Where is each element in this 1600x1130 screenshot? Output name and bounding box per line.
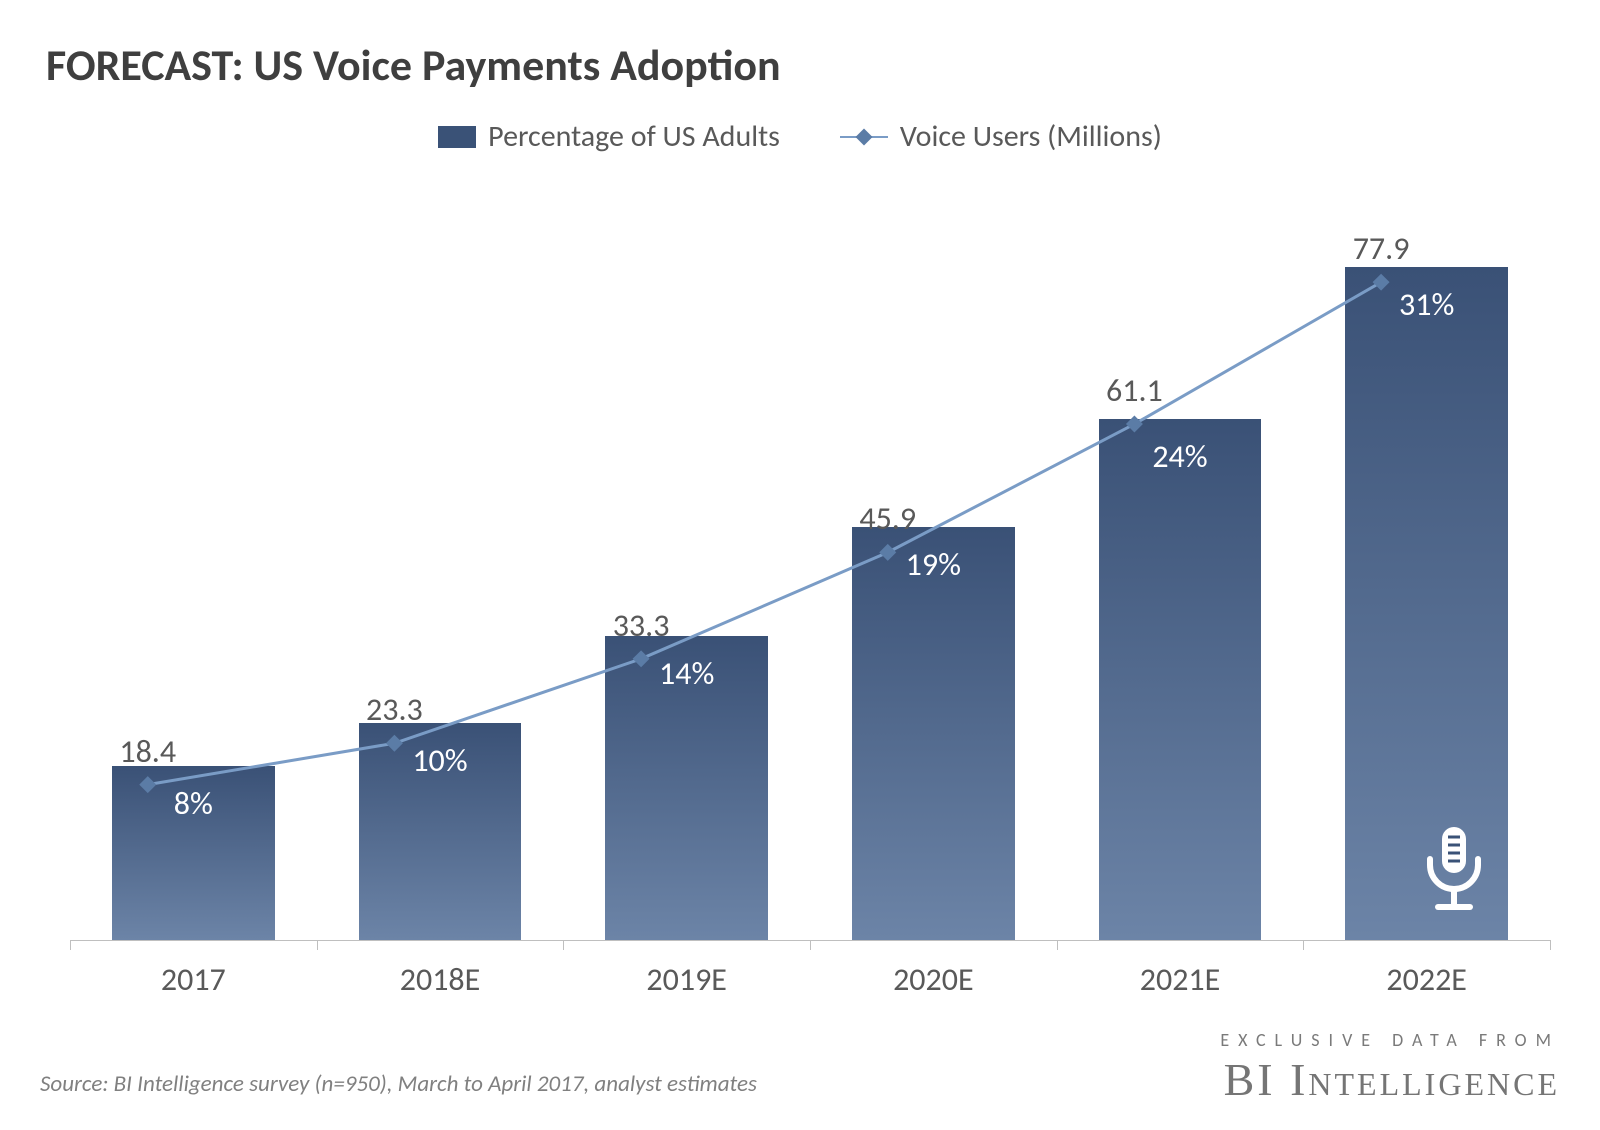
legend-item-bar: Percentage of US Adults	[438, 118, 780, 155]
logo-main: BI Intelligence	[1220, 1053, 1560, 1106]
x-axis-label: 2021E	[1140, 960, 1221, 999]
legend: Percentage of US Adults Voice Users (Mil…	[0, 118, 1600, 155]
x-axis-labels: 2017 2018E 2019E 2020E 2021E 2022E	[70, 960, 1550, 1010]
logo-tagline: EXCLUSIVE DATA FROM	[1220, 1029, 1560, 1051]
logo: EXCLUSIVE DATA FROM BI Intelligence	[1220, 1029, 1560, 1106]
legend-line-label: Voice Users (Millions)	[900, 118, 1162, 155]
legend-swatch-bar	[438, 126, 476, 148]
x-axis-label: 2022E	[1386, 960, 1467, 999]
chart-plot-area: 8%18.410%23.314%33.319%45.924%61.131%77.…	[70, 180, 1550, 940]
source-text: Source: BI Intelligence survey (n=950), …	[40, 1070, 757, 1098]
microphone-icon	[1418, 823, 1490, 920]
x-axis-label: 2019E	[646, 960, 727, 999]
legend-swatch-line	[840, 136, 888, 138]
chart-title: FORECAST: US Voice Payments Adoption	[46, 38, 781, 92]
legend-item-line: Voice Users (Millions)	[840, 118, 1162, 155]
x-axis-label: 2018E	[400, 960, 481, 999]
line-series	[70, 180, 1550, 940]
x-axis-label: 2017	[161, 960, 226, 999]
x-axis-label: 2020E	[893, 960, 974, 999]
legend-bar-label: Percentage of US Adults	[488, 118, 780, 155]
